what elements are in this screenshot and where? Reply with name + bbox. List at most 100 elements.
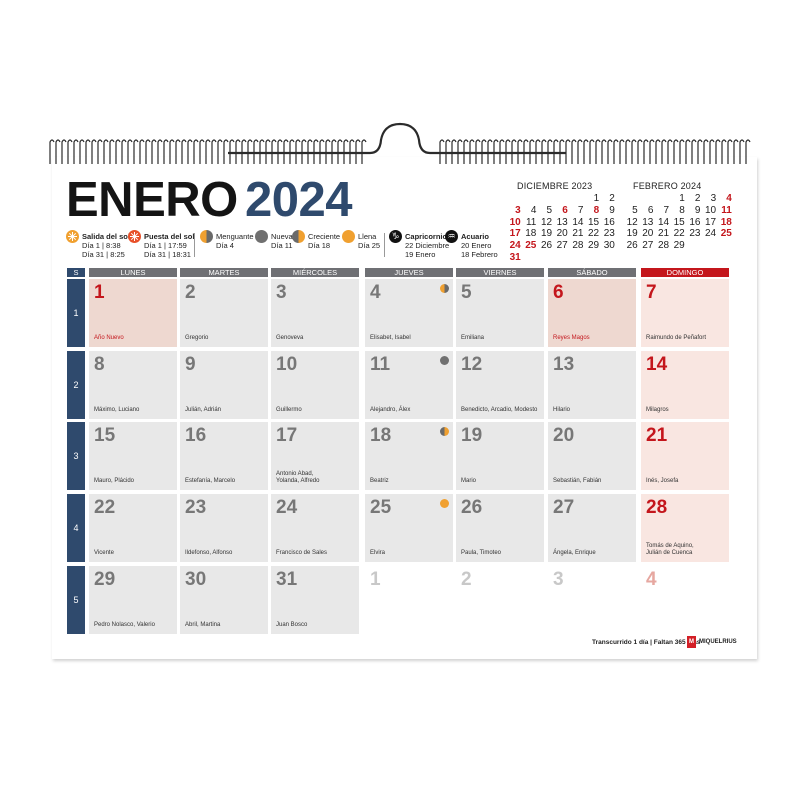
mini-calendar-day: 26 bbox=[540, 240, 553, 252]
saint-name: Máximo, Luciano bbox=[94, 407, 140, 413]
legend-value: 19 Enero bbox=[405, 250, 436, 259]
saint-name: Tomás de Aquino, Julián de Cuenca bbox=[646, 543, 694, 556]
mini-calendar-day: 29 bbox=[588, 240, 600, 252]
mini-calendar-day: 24 bbox=[705, 228, 717, 240]
mini-calendar-day: 5 bbox=[546, 204, 553, 216]
mini-calendar-day: 6 bbox=[647, 204, 654, 216]
mini-calendar-day: 7 bbox=[577, 204, 584, 216]
weekday-header: SÁBADO bbox=[548, 268, 636, 277]
saint-name: Abril, Martina bbox=[185, 622, 221, 628]
mini-calendar-february: 1 2 3 4 5 6 7 8 9 10 11 12 13 14 15 16 17 18 19 20 21 22 23 24 2… bbox=[622, 193, 732, 252]
year-title: 2024 bbox=[245, 173, 353, 227]
day-number: 21 bbox=[646, 425, 668, 446]
mini-calendar-day: 9 bbox=[609, 204, 615, 216]
saint-name: Estefanía, Marcelo bbox=[185, 478, 236, 484]
full-moon-icon bbox=[440, 499, 449, 508]
week-column-header: S bbox=[67, 268, 85, 277]
mini-calendar-day: 27 bbox=[556, 240, 568, 252]
mini-calendar-day: 4 bbox=[726, 193, 732, 204]
week-number: 4 bbox=[67, 494, 85, 562]
day-number: 3 bbox=[553, 569, 564, 590]
day-number: 6 bbox=[553, 282, 564, 303]
saint-name: Vicente bbox=[94, 550, 114, 556]
mini-calendar-day: 1 bbox=[593, 193, 600, 204]
day-number: 13 bbox=[553, 354, 575, 375]
saint-name: Hilario bbox=[553, 407, 571, 413]
aquarius-icon: ♒ bbox=[445, 230, 458, 243]
day-number: 9 bbox=[185, 354, 196, 375]
mini-calendar-day: 9 bbox=[694, 204, 701, 216]
day-number: 11 bbox=[370, 354, 391, 375]
day-cell: 3 Genoveva bbox=[271, 279, 359, 347]
mini-calendar-day: 3 bbox=[710, 193, 717, 204]
mini-calendar-day: 29 bbox=[673, 240, 685, 252]
legend-label: Menguante bbox=[216, 232, 254, 241]
weekday-header: MARTES bbox=[180, 268, 268, 277]
day-cell: 24 Francisco de Sales bbox=[271, 494, 359, 562]
brand-logo: M MIQUELRIUS bbox=[687, 636, 737, 648]
saint-name: Ángela, Enrique bbox=[553, 550, 596, 556]
saint-name: Paula, Timoteo bbox=[461, 550, 502, 556]
day-number: 10 bbox=[276, 354, 298, 375]
day-cell: 28 Tomás de Aquino, Julián de Cuenca bbox=[641, 494, 729, 562]
mini-calendar-day: 18 bbox=[525, 228, 537, 240]
legend-divider bbox=[384, 233, 385, 257]
mini-calendar-day: 20 bbox=[642, 228, 654, 240]
mini-calendar-blank bbox=[552, 193, 568, 205]
day-cell: 31 Juan Bosco bbox=[271, 566, 359, 634]
saint-name: Reyes Magos bbox=[553, 335, 590, 341]
mini-calendar-day: 22 bbox=[588, 228, 600, 240]
mini-calendar-day: 20 bbox=[556, 228, 568, 240]
brand-mark: M bbox=[687, 636, 696, 648]
mini-calendar-day: 21 bbox=[572, 228, 584, 240]
saint-name: Inés, Josefa bbox=[646, 478, 679, 484]
mini-calendar-day: 11 bbox=[721, 204, 732, 216]
day-number: 8 bbox=[94, 354, 105, 375]
day-cell: 19 Mario bbox=[456, 422, 544, 490]
mini-calendar-day: 16 bbox=[689, 216, 701, 228]
mini-calendar-day: 11 bbox=[525, 216, 537, 228]
legend-value: Día 11 bbox=[271, 241, 293, 250]
day-cell: 17 Antonio Abad, Yolanda, Alfredo bbox=[271, 422, 359, 490]
mini-calendar-day: 12 bbox=[626, 216, 638, 228]
saint-name: Sebastián, Fabián bbox=[553, 478, 602, 484]
sunrise-icon bbox=[66, 230, 79, 243]
legend-label: Creciente bbox=[308, 232, 341, 241]
waning-moon-icon bbox=[200, 230, 213, 243]
saint-name: Benedicto, Arcadio, Modesto bbox=[461, 407, 538, 413]
mini-calendar-day: 6 bbox=[562, 204, 568, 216]
mini-calendar-day: 3 bbox=[515, 204, 521, 216]
mini-calendar-title: FEBRERO 2024 bbox=[633, 181, 702, 191]
mini-calendar-day: 25 bbox=[525, 240, 537, 252]
day-number: 15 bbox=[94, 425, 116, 446]
saint-name: Elisabet, Isabel bbox=[370, 335, 411, 341]
saint-name: Mario bbox=[461, 478, 477, 484]
day-cell: 10 Guillermo bbox=[271, 351, 359, 419]
day-number: 17 bbox=[276, 425, 298, 446]
mini-calendar-day: 17 bbox=[705, 216, 717, 228]
saint-name: Alejandro, Álex bbox=[370, 407, 411, 413]
mini-calendar-day: 21 bbox=[657, 228, 670, 240]
day-cell: 27 Ángela, Enrique bbox=[548, 494, 636, 562]
mini-calendar-day: 14 bbox=[572, 216, 584, 228]
mini-calendar-day: 22 bbox=[673, 228, 685, 240]
day-number: 2 bbox=[185, 282, 196, 303]
day-cell: 30 Abril, Martina bbox=[180, 566, 268, 634]
week-number: 2 bbox=[67, 351, 85, 419]
next-month-day: 4 bbox=[641, 566, 729, 634]
new-moon-icon bbox=[255, 230, 268, 243]
saint-name: Raimundo de Peñafort bbox=[646, 335, 707, 341]
waning-moon-icon bbox=[440, 284, 449, 293]
day-number: 16 bbox=[185, 425, 207, 446]
day-number: 2 bbox=[461, 569, 472, 590]
mini-calendar-day: 15 bbox=[588, 216, 600, 228]
legend-value: Día 1 | 8:38 bbox=[82, 241, 121, 250]
legend-label: Salida del sol bbox=[82, 232, 130, 241]
saint-name: Elvira bbox=[370, 550, 386, 556]
mini-calendar-blank bbox=[568, 193, 584, 205]
day-number: 20 bbox=[553, 425, 575, 446]
mini-calendar-day: 16 bbox=[603, 216, 615, 228]
day-number: 31 bbox=[276, 569, 298, 590]
mini-calendar-day: 28 bbox=[657, 240, 670, 252]
day-cell: 20 Sebastián, Fabián bbox=[548, 422, 636, 490]
